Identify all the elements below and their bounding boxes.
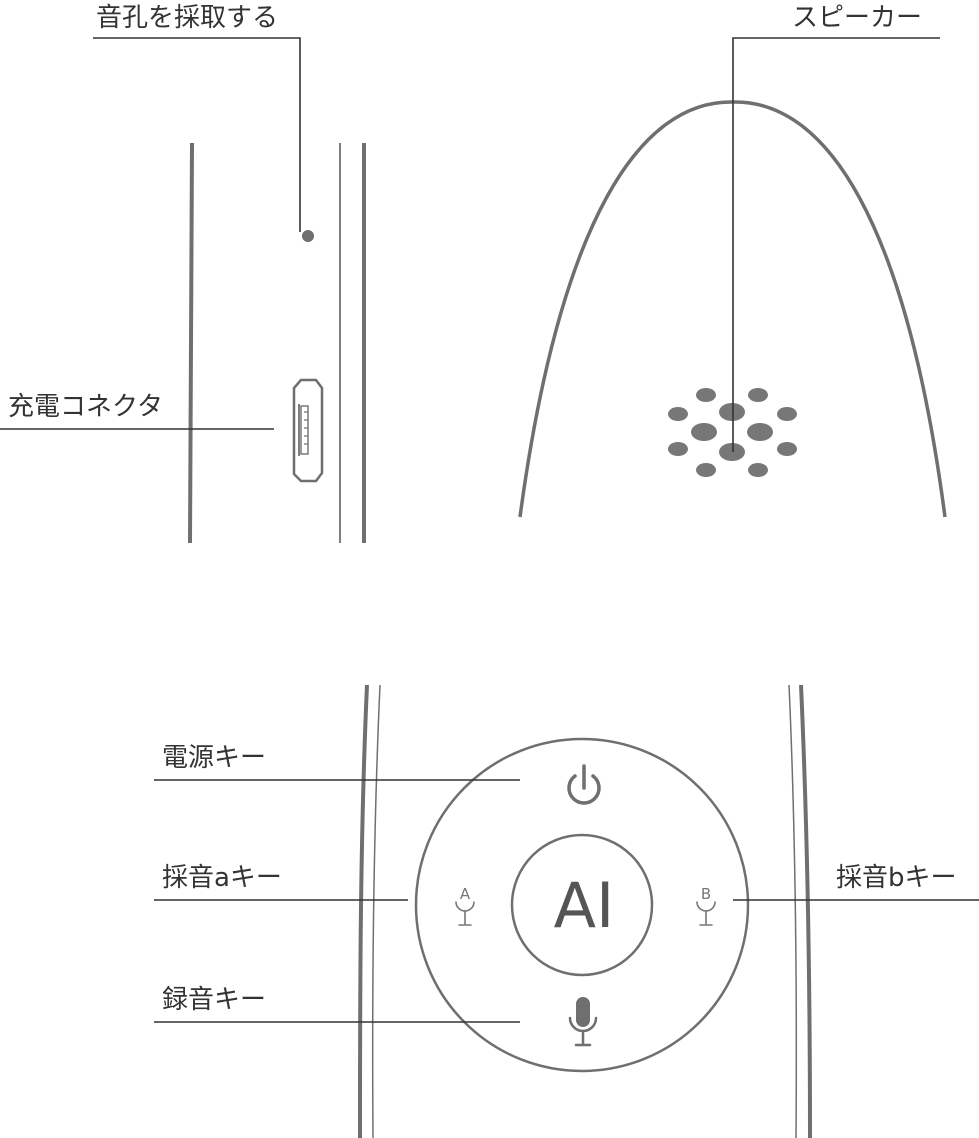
front-body [358, 684, 812, 1138]
speaker-label: スピーカー [792, 3, 922, 33]
mic-hole [302, 230, 314, 242]
mic-a-letter: A [460, 885, 471, 903]
front-body-right-outer-edge [799, 684, 812, 1138]
front-body-left-outer-edge [358, 684, 369, 1138]
microphone-icon[interactable] [568, 997, 598, 1047]
microphone-b-icon[interactable]: B [696, 885, 716, 926]
ai-button[interactable]: AI [510, 833, 654, 977]
mic-b-letter: B [701, 885, 711, 903]
control-ring [414, 737, 750, 1073]
record-b-key-label: 採音bキー [836, 863, 957, 893]
power-key-label: 電源キー [162, 743, 266, 773]
front-body-right-inner-edge [788, 684, 798, 1138]
side-view [188, 142, 366, 544]
speaker-leader-line [732, 37, 940, 452]
record-key-label: 録音キー [162, 985, 266, 1015]
charge-connector-label: 充電コネクタ [8, 392, 163, 422]
micro-usb-port-icon [292, 378, 324, 483]
power-icon[interactable] [567, 764, 601, 805]
speaker-grille [668, 388, 797, 477]
microphone-a-icon[interactable]: A [455, 885, 475, 926]
record-a-key-label: 採音aキー [162, 863, 282, 893]
ai-button-label: AI [554, 869, 615, 942]
side-body-left-edge [188, 142, 194, 544]
front-body-left-inner-edge [371, 684, 381, 1138]
mic-hole-label: 音孔を採取する [96, 3, 278, 33]
mic-hole-leader-line [93, 37, 301, 232]
